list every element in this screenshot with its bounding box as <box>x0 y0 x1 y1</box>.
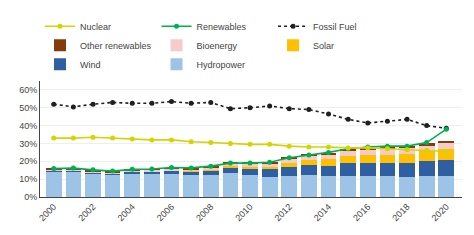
svg-text:20%: 20% <box>19 156 37 166</box>
svg-text:50%: 50% <box>19 103 37 113</box>
svg-text:2004: 2004 <box>116 202 137 223</box>
svg-text:2016: 2016 <box>351 202 372 223</box>
svg-text:Other renewables: Other renewables <box>80 41 152 51</box>
svg-text:2002: 2002 <box>76 202 97 223</box>
svg-text:2012: 2012 <box>273 202 294 223</box>
svg-text:Hydropower: Hydropower <box>197 60 246 70</box>
svg-text:2010: 2010 <box>233 202 254 223</box>
svg-text:2008: 2008 <box>194 202 215 223</box>
svg-text:Fossil Fuel: Fossil Fuel <box>313 22 357 32</box>
svg-text:Solar: Solar <box>313 41 334 51</box>
svg-text:Bioenergy: Bioenergy <box>197 41 238 51</box>
svg-text:0%: 0% <box>24 192 37 202</box>
svg-text:30%: 30% <box>19 139 37 149</box>
svg-text:2000: 2000 <box>37 202 58 223</box>
svg-text:Wind: Wind <box>80 60 101 70</box>
svg-text:Renewables: Renewables <box>197 22 247 32</box>
svg-text:2018: 2018 <box>390 202 411 223</box>
svg-text:40%: 40% <box>19 121 37 131</box>
svg-text:60%: 60% <box>19 85 37 95</box>
svg-text:10%: 10% <box>19 174 37 184</box>
svg-text:2006: 2006 <box>155 202 176 223</box>
svg-text:2014: 2014 <box>312 202 333 223</box>
svg-text:Nuclear: Nuclear <box>80 22 111 32</box>
svg-text:2020: 2020 <box>430 202 451 223</box>
